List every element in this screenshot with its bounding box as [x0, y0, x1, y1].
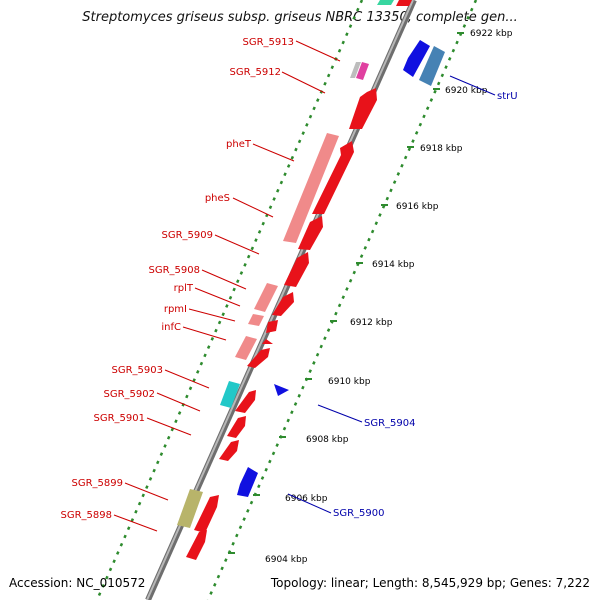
gene-rplT[interactable]	[254, 283, 278, 312]
gene-SGR_5898-a[interactable]	[194, 495, 219, 533]
gene-SGR_5913[interactable]	[356, 62, 369, 80]
gene-label[interactable]: SGR_5912	[230, 67, 282, 78]
tick-label: 6906 kbp	[285, 494, 328, 504]
gene-label[interactable]: strU	[497, 91, 518, 102]
gene-strU-blue[interactable]	[403, 40, 430, 77]
topology-label: Topology: linear; Length: 8,545,929 bp; …	[270, 576, 590, 590]
gene-label[interactable]: rpmI	[164, 304, 187, 315]
tick-label: 6920 kbp	[445, 86, 488, 96]
gene-label[interactable]: infC	[161, 322, 181, 333]
tick-label: 6912 kbp	[350, 318, 393, 328]
gene-fragment-top-red[interactable]	[396, 0, 412, 6]
gene-pheT[interactable]	[283, 133, 339, 243]
gene-label[interactable]: SGR_5902	[104, 389, 156, 400]
gene-label[interactable]: SGR_5903	[112, 365, 164, 376]
label-leaders-right	[287, 75, 496, 514]
gene-label[interactable]: SGR_5909	[162, 230, 214, 241]
gene-label[interactable]: SGR_5908	[149, 265, 201, 276]
gene-infC[interactable]	[235, 336, 257, 360]
tick-label: 6910 kbp	[328, 377, 371, 387]
gene-SGR_5900[interactable]	[237, 467, 258, 497]
gene-SGR_5913-gray[interactable]	[350, 62, 361, 78]
gene-strU[interactable]	[419, 46, 445, 86]
gene-label[interactable]: SGR_5898	[61, 510, 113, 521]
dotted-guides	[95, 0, 478, 600]
gene-rpmI[interactable]	[248, 314, 264, 326]
gene-pheS[interactable]	[312, 141, 354, 214]
gene-label[interactable]: SGR_5900	[333, 508, 385, 519]
gene-rpmI-red[interactable]	[266, 320, 278, 333]
gene-SGR_5901[interactable]	[227, 416, 246, 438]
tick-label: 6922 kbp	[470, 29, 513, 39]
gene-labels-right: strU SGR_5904 SGR_5900	[333, 91, 518, 519]
gene-SGR_5898[interactable]	[186, 530, 207, 560]
gene-label[interactable]: SGR_5901	[94, 413, 146, 424]
gene-rplT-red[interactable]	[272, 292, 294, 316]
gene-label[interactable]: SGR_5904	[364, 418, 416, 429]
gene-SGR_5901b[interactable]	[219, 440, 239, 461]
gene-infC-red-small[interactable]	[262, 339, 273, 344]
ruler-ticks: 6922 kbp 6920 kbp 6918 kbp 6916 kbp 6914…	[228, 29, 513, 565]
gene-label[interactable]: pheS	[205, 193, 230, 204]
tick-label: 6914 kbp	[372, 260, 415, 270]
gene-SGR_5903[interactable]	[220, 381, 240, 408]
gene-features[interactable]	[177, 0, 445, 560]
gene-SGR_5908-red[interactable]	[284, 252, 309, 287]
tick-label: 6904 kbp	[265, 555, 308, 565]
tick-label: 6918 kbp	[420, 144, 463, 154]
tick-label: 6908 kbp	[306, 435, 349, 445]
gene-SGR_5909[interactable]	[298, 216, 323, 250]
gene-SGR_5902[interactable]	[235, 390, 256, 413]
gene-label[interactable]: SGR_5913	[243, 37, 295, 48]
label-leaders-left	[113, 40, 341, 532]
gene-SGR_5904[interactable]	[274, 384, 289, 396]
gene-label[interactable]: pheT	[226, 139, 252, 150]
gene-label[interactable]: SGR_5899	[72, 478, 124, 489]
tick-label: 6916 kbp	[396, 202, 439, 212]
gene-infC-red[interactable]	[247, 348, 270, 368]
gene-SGR_5914-fragment[interactable]	[377, 0, 394, 5]
gene-labels-left: SGR_5913 SGR_5912 pheT pheS SGR_5909 SGR…	[61, 37, 295, 521]
gene-label[interactable]: rplT	[174, 283, 194, 294]
gene-SGR_5899[interactable]	[177, 489, 203, 528]
accession-label: Accession: NC_010572	[9, 576, 146, 590]
gene-SGR_5912[interactable]	[349, 88, 377, 129]
